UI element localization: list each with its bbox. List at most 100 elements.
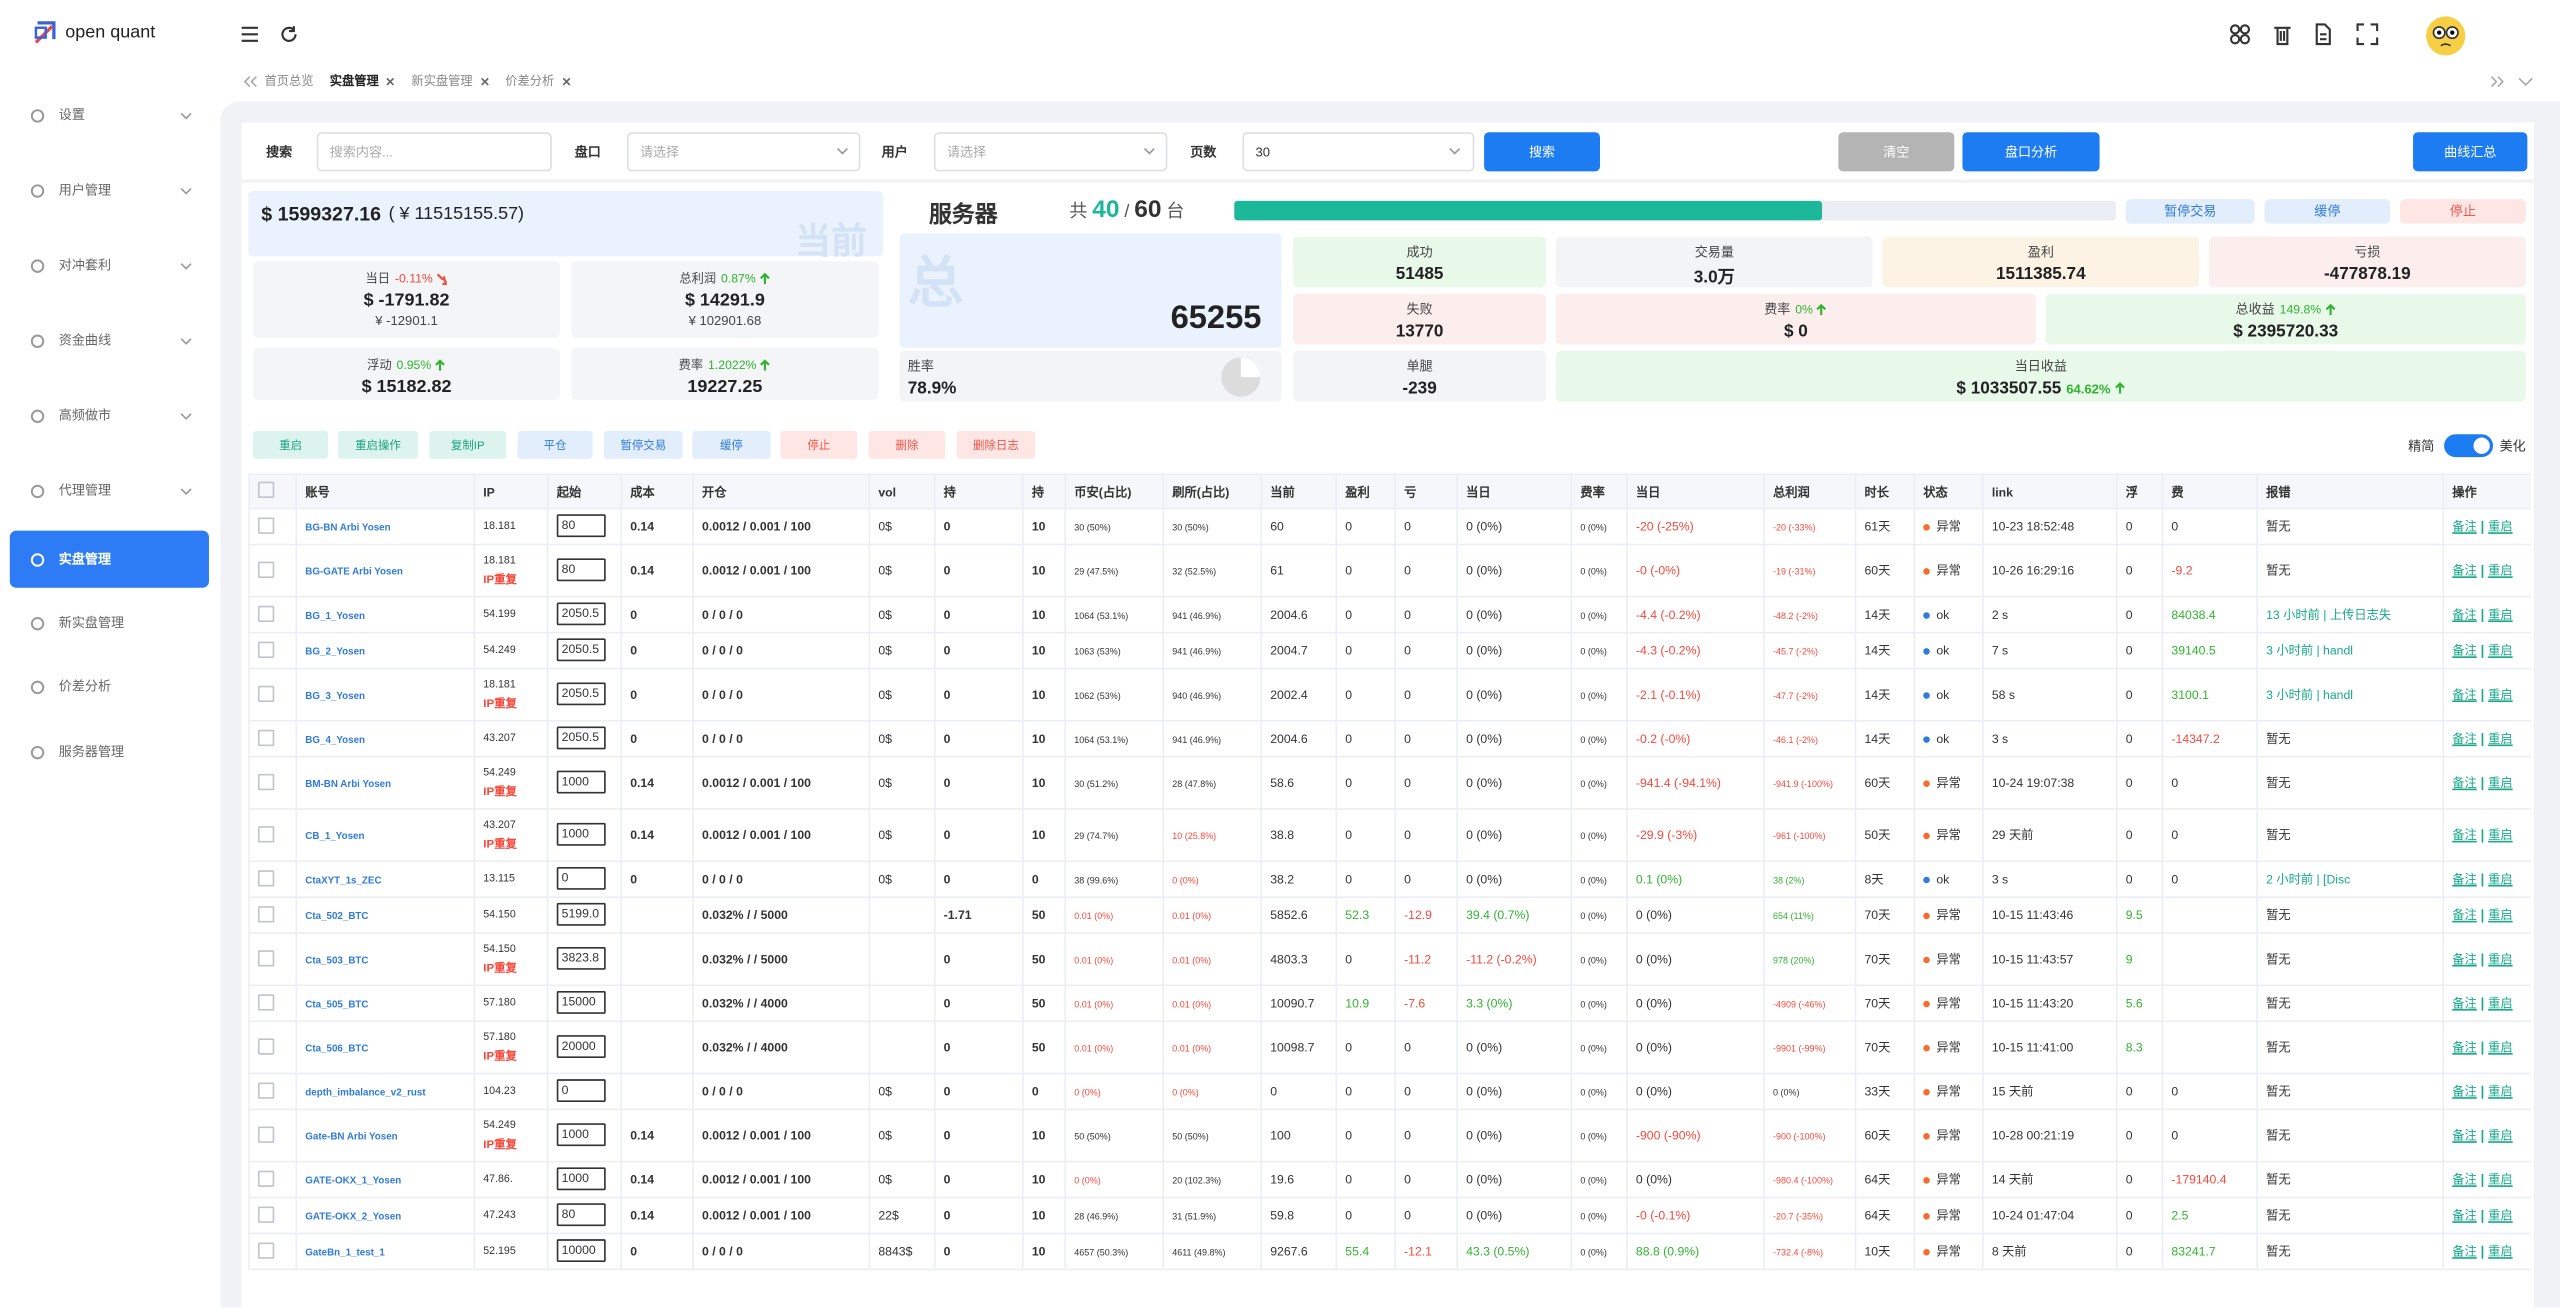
row-action[interactable]: 备注 bbox=[2452, 995, 2477, 1011]
account-link[interactable]: Cta_503_BTC bbox=[305, 956, 369, 967]
row-action[interactable]: 重启 bbox=[2488, 519, 2513, 534]
account-link[interactable]: CtaXYT_1s_ZEC bbox=[305, 876, 382, 887]
start-input[interactable]: 0 bbox=[556, 1078, 606, 1102]
row-action[interactable]: 备注 bbox=[2452, 643, 2477, 658]
row-action[interactable]: 重启 bbox=[2488, 775, 2513, 791]
server-button[interactable]: 暂停交易 bbox=[2125, 199, 2255, 224]
row-action[interactable]: 重启 bbox=[2488, 563, 2513, 578]
row-action[interactable]: 备注 bbox=[2452, 1244, 2477, 1259]
row-action[interactable]: 重启 bbox=[2488, 1244, 2513, 1259]
account-link[interactable]: BG_2_Yosen bbox=[305, 648, 366, 658]
tab[interactable]: 实盘管理 bbox=[330, 72, 395, 90]
server-button[interactable]: 停止 bbox=[2400, 199, 2526, 224]
menu-item[interactable]: 资金曲线 bbox=[10, 312, 209, 369]
row-action[interactable]: 重启 bbox=[2488, 827, 2513, 843]
row-action[interactable]: 重启 bbox=[2488, 1040, 2513, 1055]
row-action[interactable]: 备注 bbox=[2452, 607, 2477, 623]
start-input[interactable]: 5199.0 bbox=[556, 902, 606, 925]
account-link[interactable]: GATE-OKX_1_Yosen bbox=[305, 1177, 402, 1187]
menu-item[interactable]: 服务器管理 bbox=[10, 723, 209, 780]
server-button[interactable]: 缓停 bbox=[2264, 199, 2391, 224]
checkbox[interactable] bbox=[257, 684, 275, 702]
checkbox[interactable] bbox=[257, 825, 275, 842]
row-action[interactable]: 重启 bbox=[2488, 871, 2513, 887]
start-input[interactable]: 1000 bbox=[556, 1166, 606, 1190]
menu-item[interactable]: 设置 bbox=[10, 87, 209, 144]
tab[interactable]: 首页总览 bbox=[264, 72, 313, 90]
checkbox[interactable] bbox=[257, 1169, 275, 1187]
start-input[interactable]: 80 bbox=[556, 1202, 606, 1226]
clear-button[interactable]: 清空 bbox=[1838, 132, 1955, 172]
menu-item[interactable]: 用户管理 bbox=[10, 162, 209, 219]
row-action[interactable]: 重启 bbox=[2488, 731, 2513, 747]
row-action[interactable]: 重启 bbox=[2488, 607, 2513, 623]
row-action[interactable]: 重启 bbox=[2488, 687, 2513, 703]
account-link[interactable]: Gate-BN Arbi Yosen bbox=[305, 1133, 398, 1143]
start-input[interactable]: 15000 bbox=[556, 990, 606, 1014]
account-link[interactable]: depth_imbalance_v2_rust bbox=[305, 1088, 426, 1099]
start-input[interactable]: 1000 bbox=[556, 769, 606, 793]
row-action[interactable]: 重启 bbox=[2488, 1084, 2513, 1099]
row-action[interactable]: 备注 bbox=[2452, 871, 2477, 887]
action-button[interactable]: 停止 bbox=[780, 431, 858, 459]
checkbox[interactable] bbox=[257, 728, 275, 746]
action-button[interactable]: 缓停 bbox=[692, 431, 771, 459]
row-action[interactable]: 备注 bbox=[2452, 687, 2477, 703]
account-link[interactable]: BG_4_Yosen bbox=[305, 736, 366, 747]
checkbox[interactable] bbox=[257, 481, 275, 498]
menu-toggle[interactable] bbox=[240, 24, 260, 44]
start-input[interactable]: 2050.5 bbox=[556, 681, 606, 705]
row-action[interactable]: 重启 bbox=[2488, 907, 2513, 923]
refresh-icon[interactable] bbox=[279, 24, 299, 44]
start-input[interactable]: 2050.5 bbox=[556, 601, 606, 625]
row-action[interactable]: 备注 bbox=[2452, 1084, 2477, 1099]
market-select[interactable]: 请选择 bbox=[626, 132, 861, 172]
account-link[interactable]: BG-GATE Arbi Yosen bbox=[305, 568, 403, 578]
start-input[interactable]: 10000 bbox=[556, 1238, 606, 1262]
start-input[interactable]: 1000 bbox=[556, 1122, 606, 1146]
market-analysis-button[interactable]: 盘口分析 bbox=[1962, 132, 2100, 172]
user-select[interactable]: 请选择 bbox=[933, 132, 1168, 172]
checkbox[interactable] bbox=[257, 993, 275, 1010]
tabs-left[interactable] bbox=[242, 73, 258, 89]
start-input[interactable]: 1000 bbox=[556, 822, 606, 845]
checkbox[interactable] bbox=[257, 1037, 275, 1054]
checkbox[interactable] bbox=[257, 869, 275, 886]
start-input[interactable]: 0 bbox=[556, 866, 606, 889]
menu-item[interactable]: 价差分析 bbox=[10, 658, 209, 715]
menu-item[interactable]: 高频做市 bbox=[10, 387, 209, 444]
action-button[interactable]: 删除 bbox=[868, 431, 946, 459]
checkbox[interactable] bbox=[257, 560, 275, 578]
row-action[interactable]: 重启 bbox=[2488, 951, 2513, 967]
row-action[interactable]: 备注 bbox=[2452, 1128, 2477, 1143]
tab[interactable]: 价差分析 bbox=[505, 72, 570, 90]
account-link[interactable]: Cta_502_BTC bbox=[305, 912, 369, 923]
action-button[interactable]: 平仓 bbox=[517, 431, 593, 459]
account-link[interactable]: GateBn_1_test_1 bbox=[305, 1248, 385, 1259]
checkbox[interactable] bbox=[257, 640, 275, 658]
row-action[interactable]: 备注 bbox=[2452, 827, 2477, 843]
start-input[interactable]: 80 bbox=[556, 557, 606, 581]
curve-summary-button[interactable]: 曲线汇总 bbox=[2413, 132, 2528, 172]
row-action[interactable]: 重启 bbox=[2488, 1172, 2513, 1187]
row-action[interactable]: 备注 bbox=[2452, 775, 2477, 791]
checkbox[interactable] bbox=[257, 604, 275, 622]
checkbox[interactable] bbox=[257, 516, 275, 534]
row-action[interactable]: 重启 bbox=[2488, 1208, 2513, 1223]
row-action[interactable]: 重启 bbox=[2488, 643, 2513, 658]
start-input[interactable]: 80 bbox=[556, 513, 606, 537]
row-action[interactable]: 备注 bbox=[2452, 907, 2477, 923]
checkbox[interactable] bbox=[257, 1125, 275, 1143]
menu-item[interactable]: 对冲套利 bbox=[10, 237, 209, 294]
row-action[interactable]: 备注 bbox=[2452, 563, 2477, 578]
checkbox[interactable] bbox=[257, 949, 275, 966]
action-button[interactable]: 删除日志 bbox=[956, 431, 1036, 459]
start-input[interactable]: 20000 bbox=[556, 1034, 606, 1058]
account-link[interactable]: BG_3_Yosen bbox=[305, 692, 366, 703]
tabs-right[interactable] bbox=[2490, 73, 2539, 89]
account-link[interactable]: Cta_506_BTC bbox=[305, 1044, 369, 1055]
header-icons[interactable] bbox=[2229, 23, 2384, 46]
account-link[interactable]: CB_1_Yosen bbox=[305, 832, 365, 843]
account-link[interactable]: BG-BN Arbi Yosen bbox=[305, 524, 391, 534]
account-link[interactable]: BG_1_Yosen bbox=[305, 612, 366, 623]
